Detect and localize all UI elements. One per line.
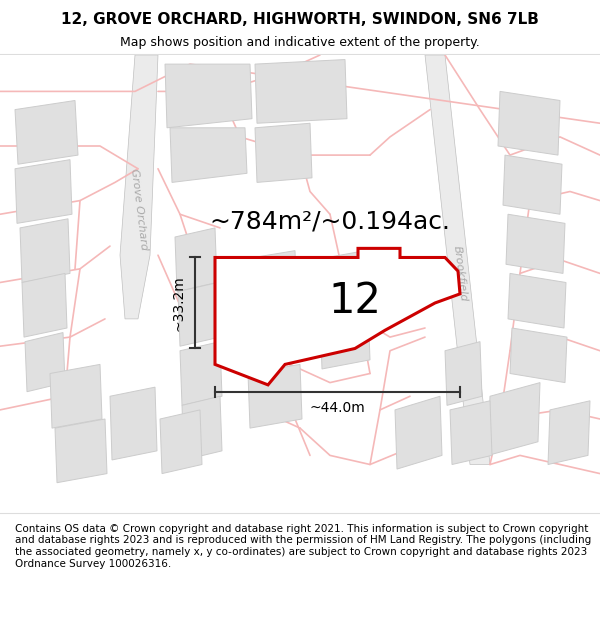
Polygon shape [215,248,460,385]
Polygon shape [248,364,302,428]
Polygon shape [182,396,222,460]
Polygon shape [50,364,102,428]
Polygon shape [395,396,442,469]
Polygon shape [245,305,300,369]
Polygon shape [110,387,157,460]
Text: 12: 12 [329,280,382,322]
Text: 12, GROVE ORCHARD, HIGHWORTH, SWINDON, SN6 7LB: 12, GROVE ORCHARD, HIGHWORTH, SWINDON, S… [61,12,539,27]
Polygon shape [255,59,347,123]
Polygon shape [180,342,222,406]
Polygon shape [20,219,70,282]
Polygon shape [170,127,247,182]
Polygon shape [160,410,202,474]
Polygon shape [175,228,217,292]
Text: Brookfield: Brookfield [452,245,469,302]
Text: ~33.2m: ~33.2m [172,275,186,331]
Polygon shape [498,91,560,155]
Text: ~784m²/~0.194ac.: ~784m²/~0.194ac. [209,209,451,233]
Polygon shape [503,155,562,214]
Polygon shape [548,401,590,464]
Polygon shape [165,64,252,128]
Polygon shape [506,214,565,273]
Polygon shape [240,251,297,314]
Text: Contains OS data © Crown copyright and database right 2021. This information is : Contains OS data © Crown copyright and d… [15,524,591,569]
Polygon shape [22,273,67,337]
Polygon shape [178,282,220,346]
Polygon shape [255,123,312,182]
Text: Map shows position and indicative extent of the property.: Map shows position and indicative extent… [120,36,480,49]
Text: Grove Orchard: Grove Orchard [129,168,149,251]
Polygon shape [508,273,566,328]
Polygon shape [445,342,482,406]
Polygon shape [120,55,158,319]
Polygon shape [450,401,492,464]
Polygon shape [25,332,65,392]
Polygon shape [425,55,490,464]
Polygon shape [55,419,107,482]
Text: ~44.0m: ~44.0m [310,401,365,415]
Polygon shape [15,159,72,223]
Polygon shape [315,251,367,314]
Polygon shape [320,305,370,369]
Polygon shape [488,382,540,456]
Polygon shape [510,328,567,382]
Polygon shape [15,101,78,164]
